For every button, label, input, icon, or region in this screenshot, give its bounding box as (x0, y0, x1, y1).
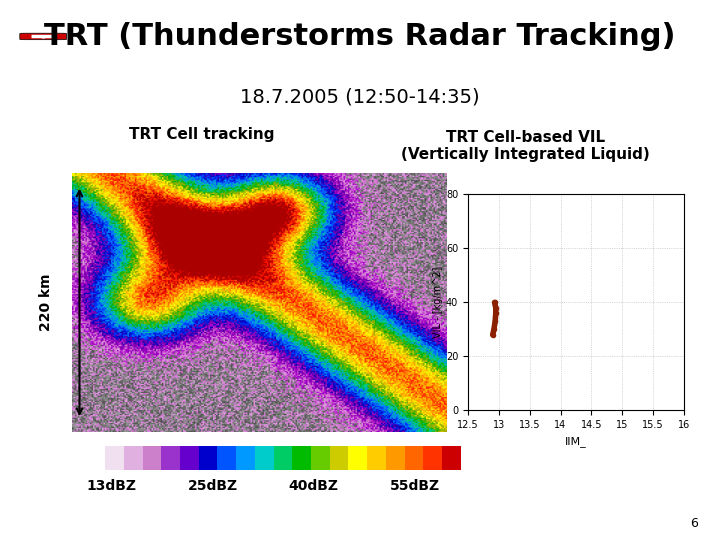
Bar (442, 446, 461, 470)
Bar (405, 446, 423, 470)
Text: 25dBZ: 25dBZ (187, 479, 238, 493)
Text: 220 km: 220 km (39, 274, 53, 331)
Bar (236, 446, 255, 470)
Text: 18.7.2005 (12:50-14:35): 18.7.2005 (12:50-14:35) (240, 87, 480, 107)
Y-axis label: VIL - [kg/m^2]: VIL - [kg/m^2] (433, 267, 443, 338)
FancyBboxPatch shape (20, 33, 66, 40)
Text: 55dBZ: 55dBZ (390, 479, 440, 493)
Bar (180, 446, 199, 470)
Bar (86, 446, 105, 470)
Bar (274, 446, 292, 470)
X-axis label: IIM_: IIM_ (565, 436, 587, 447)
Text: 6: 6 (690, 517, 698, 530)
Bar (292, 446, 311, 470)
Bar (105, 446, 124, 470)
Bar (199, 446, 217, 470)
Bar (386, 446, 405, 470)
Text: TRT Cell tracking: TRT Cell tracking (129, 127, 274, 143)
Bar (124, 446, 143, 470)
Text: TRT (Thunderstorms Radar Tracking): TRT (Thunderstorms Radar Tracking) (44, 22, 676, 51)
Bar (255, 446, 274, 470)
Text: 13dBZ: 13dBZ (86, 479, 136, 493)
Bar (423, 446, 442, 470)
Bar (348, 446, 367, 470)
Bar (161, 446, 180, 470)
Text: TRT Cell-based VIL
(Vertically Integrated Liquid): TRT Cell-based VIL (Vertically Integrate… (401, 130, 650, 162)
Text: 40dBZ: 40dBZ (289, 479, 338, 493)
Bar (143, 446, 161, 470)
Bar (330, 446, 348, 470)
Bar (367, 446, 386, 470)
Bar (217, 446, 236, 470)
Bar (311, 446, 330, 470)
